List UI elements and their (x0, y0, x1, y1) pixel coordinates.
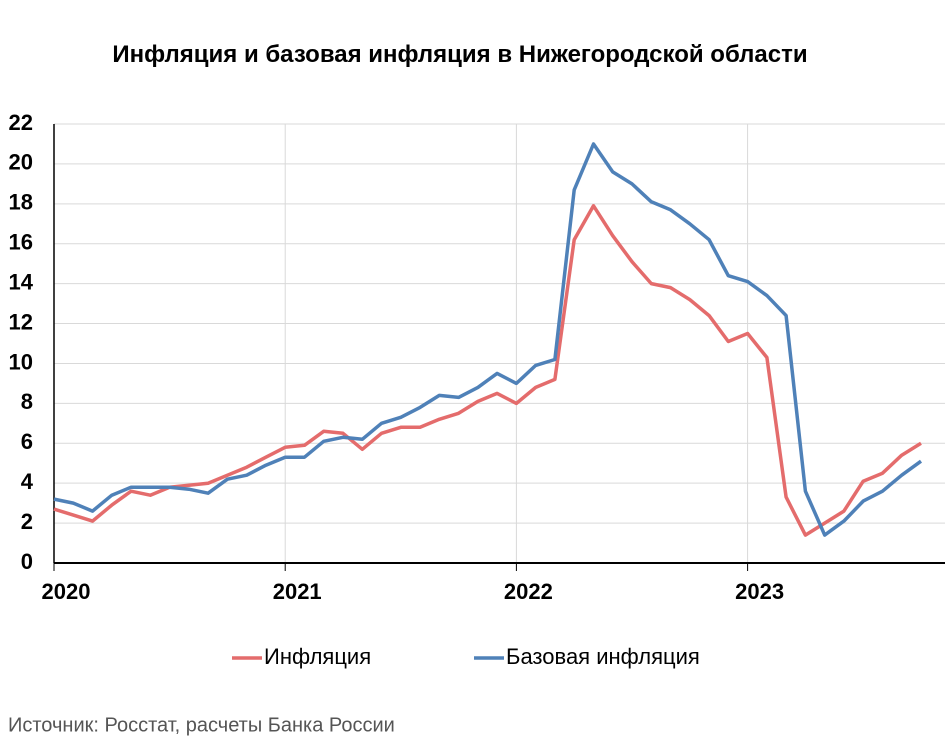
source: Источник: Росстат, расчеты Банка России (8, 714, 395, 736)
y-tick-label: 22 (9, 110, 33, 135)
y-tick-label: 18 (9, 190, 33, 215)
legend-label: Базовая инфляция (506, 644, 700, 669)
y-tick-label: 16 (9, 230, 33, 255)
series-line (53, 204, 922, 537)
x-tick-label: 2022 (504, 579, 553, 604)
series-line (53, 142, 923, 537)
y-tick-label: 20 (9, 150, 33, 175)
y-tick-label: 2 (21, 509, 33, 534)
title-box: Инфляция и базовая инфляция в Нижегородс… (112, 41, 808, 68)
x-tick-label: 2020 (42, 579, 91, 604)
y-tick-label: 12 (9, 309, 33, 334)
x-tick-label: 2021 (273, 579, 322, 604)
x-tick-label: 2023 (735, 579, 784, 604)
y-tick-label: 6 (21, 429, 33, 454)
chart-title: Инфляция и базовая инфляция в Нижегородс… (112, 41, 808, 68)
y-tick-label: 14 (9, 269, 34, 294)
y-tick-label: 0 (21, 549, 33, 574)
y-tick-label: 10 (9, 349, 33, 374)
legend-label: Инфляция (264, 644, 371, 669)
y-tick-label: 8 (21, 389, 33, 414)
y-tick-label: 4 (21, 469, 34, 494)
